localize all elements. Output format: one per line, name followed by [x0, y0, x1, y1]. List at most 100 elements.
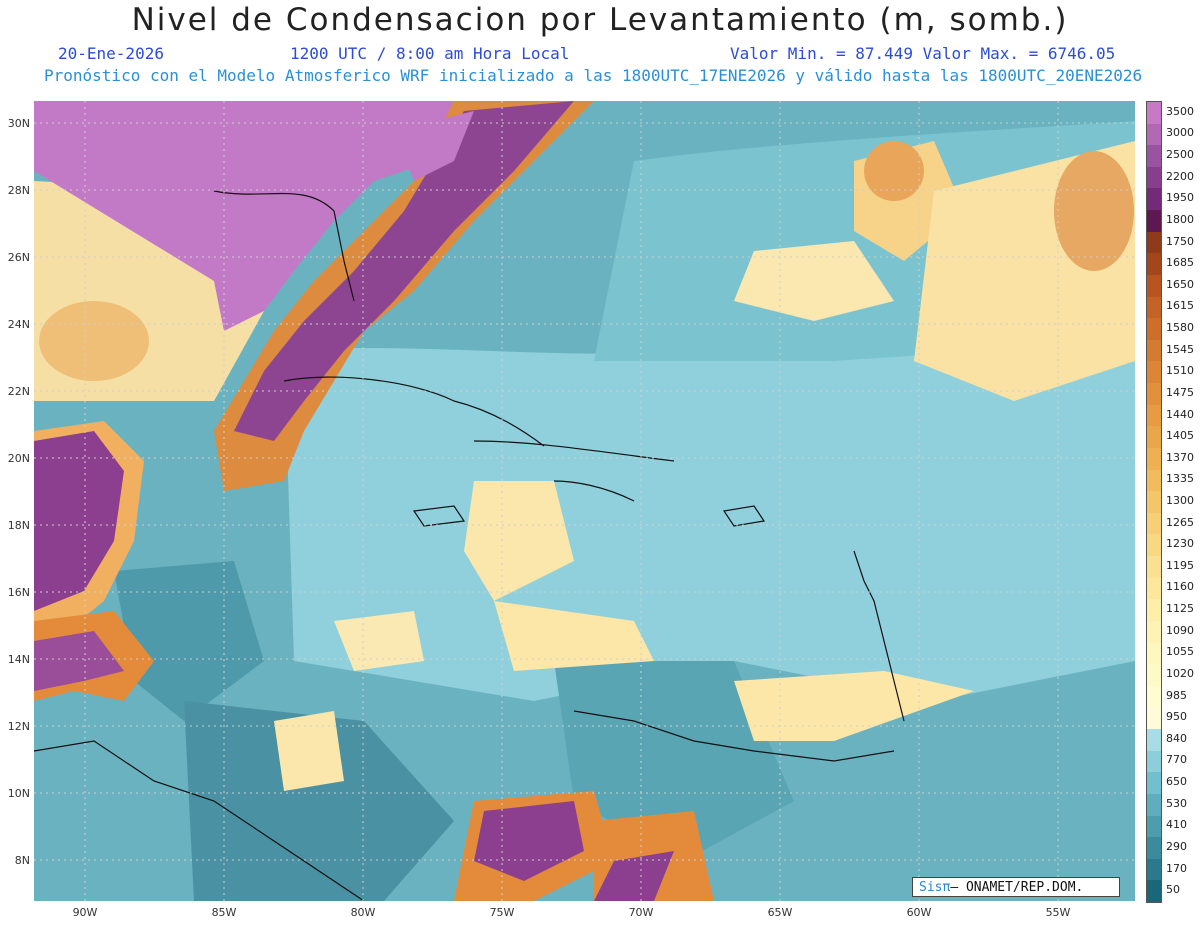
lat-label: 12N — [7, 720, 30, 733]
colorbar-swatch — [1147, 685, 1161, 708]
colorbar-swatch — [1147, 102, 1161, 125]
lon-label: 75W — [489, 906, 515, 919]
credit-box: Sisπ– ONAMET/REP.DOM. — [912, 877, 1120, 897]
colorbar-swatch — [1147, 469, 1161, 492]
colorbar-label: 840 — [1166, 731, 1187, 745]
colorbar-swatch — [1147, 750, 1161, 773]
lat-label: 8N — [14, 854, 30, 867]
colorbar-swatch — [1147, 188, 1161, 211]
map-title: Nivel de Condensacion por Levantamiento … — [131, 2, 1069, 38]
colorbar-swatch — [1147, 534, 1161, 557]
colorbar-swatch — [1147, 166, 1161, 189]
colorbar-label: 1750 — [1166, 234, 1194, 248]
lat-label: 14N — [7, 653, 30, 666]
colorbar-label: 1055 — [1166, 645, 1194, 659]
map-field-svg — [34, 101, 1135, 901]
colorbar-label: 2500 — [1166, 148, 1194, 162]
colorbar-label: 1335 — [1166, 472, 1194, 486]
credit-text: – ONAMET/REP.DOM. — [950, 880, 1084, 895]
lat-label: 18N — [7, 519, 30, 532]
colorbar-swatch — [1147, 361, 1161, 384]
colorbar-label: 1195 — [1166, 558, 1194, 572]
colorbar-label: 3000 — [1166, 126, 1194, 140]
colorbar-swatch — [1147, 772, 1161, 795]
colorbar-swatch — [1147, 318, 1161, 341]
colorbar-swatch — [1147, 296, 1161, 319]
colorbar-label: 1950 — [1166, 191, 1194, 205]
date-label: 20-Ene-2026 — [58, 44, 164, 63]
colorbar-label: 1230 — [1166, 537, 1194, 551]
colorbar-label: 1800 — [1166, 212, 1194, 226]
colorbar-swatch — [1147, 339, 1161, 362]
map-panel — [34, 101, 1135, 901]
forecast-info: Pronóstico con el Modelo Atmosferico WRF… — [44, 66, 1143, 85]
colorbar-swatch — [1147, 620, 1161, 644]
colorbar-label: 1090 — [1166, 623, 1194, 637]
colorbar-swatch — [1147, 599, 1161, 622]
colorbar-label: 170 — [1166, 861, 1187, 875]
colorbar-swatch — [1147, 145, 1161, 168]
colorbar-label: 1160 — [1166, 580, 1194, 594]
colorbar-label: 530 — [1166, 796, 1187, 810]
colorbar-label: 1510 — [1166, 364, 1194, 378]
colorbar-label: 770 — [1166, 753, 1187, 767]
lat-label: 28N — [7, 184, 30, 197]
lat-label: 26N — [7, 251, 30, 264]
colorbar-label: 1580 — [1166, 321, 1194, 335]
time-label: 1200 UTC / 8:00 am Hora Local — [290, 44, 570, 63]
colorbar-label: 1405 — [1166, 429, 1194, 443]
colorbar-swatch — [1147, 231, 1161, 254]
lat-label: 10N — [7, 787, 30, 800]
colorbar-label: 985 — [1166, 688, 1187, 702]
lon-label: 90W — [72, 906, 98, 919]
colorbar-swatch — [1147, 880, 1161, 903]
colorbar-swatch — [1147, 447, 1161, 471]
colorbar-label: 50 — [1166, 883, 1180, 897]
colorbar-swatch — [1147, 793, 1161, 816]
colorbar-label: 1685 — [1166, 256, 1194, 270]
colorbar-label: 410 — [1166, 818, 1187, 832]
colorbar-swatch — [1147, 123, 1161, 146]
lon-label: 80W — [350, 906, 376, 919]
colorbar-label: 1440 — [1166, 407, 1194, 421]
colorbar-label: 290 — [1166, 839, 1187, 853]
colorbar-swatch — [1147, 512, 1161, 535]
colorbar-label: 1020 — [1166, 666, 1194, 680]
colorbar-swatch — [1147, 274, 1161, 298]
lon-label: 85W — [211, 906, 237, 919]
lat-label: 20N — [7, 452, 30, 465]
colorbar-swatch — [1147, 383, 1161, 406]
colorbar-swatch — [1147, 210, 1161, 233]
colorbar-label: 1265 — [1166, 515, 1194, 529]
colorbar-label: 1475 — [1166, 385, 1194, 399]
colorbar-label: 2200 — [1166, 169, 1194, 183]
lon-label: 60W — [906, 906, 932, 919]
colorbar-swatch — [1147, 404, 1161, 427]
colorbar-swatch — [1147, 707, 1161, 730]
lon-label: 70W — [628, 906, 654, 919]
lon-label: 55W — [1045, 906, 1071, 919]
colorbar-label: 1545 — [1166, 342, 1194, 356]
colorbar-swatch — [1147, 837, 1161, 860]
colorbar-label: 1125 — [1166, 602, 1194, 616]
colorbar-label: 1650 — [1166, 277, 1194, 291]
lat-label: 16N — [7, 586, 30, 599]
colorbar-label: 1300 — [1166, 494, 1194, 507]
colorbar-swatch — [1147, 664, 1161, 687]
colorbar-swatch — [1147, 426, 1161, 449]
colorbar-swatch — [1147, 253, 1161, 276]
colorbar — [1146, 101, 1162, 903]
colorbar-label: 950 — [1166, 710, 1187, 724]
lat-label: 24N — [7, 318, 30, 331]
lon-label: 65W — [767, 906, 793, 919]
colorbar-label: 1615 — [1166, 299, 1194, 313]
sispi-logo: Sisπ — [919, 880, 951, 895]
colorbar-swatch — [1147, 858, 1161, 881]
lat-label: 30N — [7, 117, 30, 130]
colorbar-swatch — [1147, 815, 1161, 838]
min-max-label: Valor Min. = 87.449 Valor Max. = 6746.05 — [730, 44, 1116, 63]
colorbar-swatch — [1147, 577, 1161, 600]
colorbar-label: 3500 — [1166, 104, 1194, 118]
colorbar-swatch — [1147, 491, 1161, 514]
lat-label: 22N — [7, 385, 30, 398]
